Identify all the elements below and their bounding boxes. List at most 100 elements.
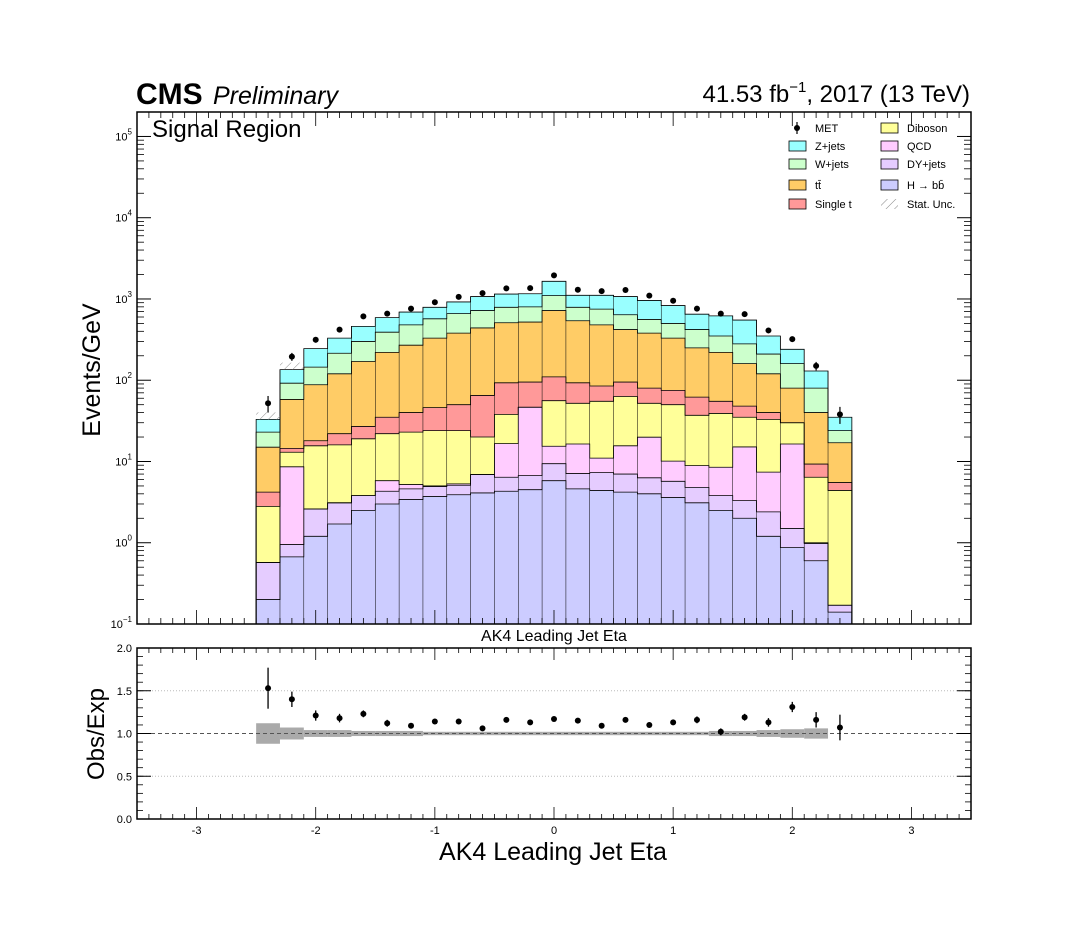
data-point (527, 285, 534, 292)
data-point (336, 326, 343, 333)
legend-label: MET (815, 123, 839, 135)
data-point (312, 336, 319, 343)
legend-marker (794, 125, 800, 131)
legend-item: tt̄ (788, 179, 821, 192)
y-tick-exp: 3 (128, 290, 133, 299)
data-point (813, 362, 820, 369)
stat-unc-band (256, 412, 280, 420)
stack-bar (256, 599, 280, 624)
stack-bar (351, 510, 376, 624)
legend-label: H → bb̄ (907, 179, 944, 192)
region-label: Signal Region (152, 116, 301, 143)
top-panel-xlabel: AK4 Leading Jet Eta (481, 628, 627, 645)
stack-bar (279, 556, 304, 624)
ratio-unc-band (256, 723, 280, 744)
ratio-point (336, 715, 343, 722)
ratio-unc-band (327, 730, 352, 737)
legend-swatch (880, 179, 899, 191)
ratio-point (717, 728, 724, 735)
legend-label: QCD (907, 141, 932, 153)
ratio-point (598, 722, 605, 729)
data-point (646, 292, 653, 299)
ratio-point (670, 719, 677, 726)
y-tick-exp: 2 (128, 371, 133, 380)
ratio-point (813, 716, 820, 723)
y-tick-exp: 4 (128, 209, 133, 218)
ratio-point (384, 720, 391, 727)
y-tick-base: 10 (115, 538, 127, 550)
x-tick-label: 2 (789, 825, 795, 837)
legend-swatch (880, 158, 899, 170)
ratio-unc-band (780, 729, 805, 738)
data-point (765, 327, 772, 334)
x-tick-label: 0 (551, 825, 557, 837)
ratio-point (693, 716, 700, 723)
stack-bar (375, 503, 400, 624)
ratio-y-tick-label: 1.0 (117, 729, 132, 741)
stack-bar (828, 490, 852, 624)
legend-label: Diboson (907, 123, 947, 135)
y-tick-label: 104 (115, 209, 132, 225)
legend-item: MET (794, 122, 839, 135)
ratio-unc-band (565, 731, 590, 736)
ratio-point (646, 721, 653, 728)
legend-label: Single t (815, 199, 852, 211)
ratio-y-tick-label: 0.0 (117, 814, 132, 826)
ratio-point (265, 685, 272, 692)
x-tick-label: -3 (192, 825, 202, 837)
data-point (789, 336, 796, 343)
legend-label: DY+jets (907, 159, 946, 171)
luminosity-label: 41.53 fb−1, 2017 (13 TeV) (702, 79, 970, 108)
stack-bar (565, 488, 590, 624)
data-point (408, 305, 415, 312)
legend-swatch (880, 140, 899, 152)
stack-bar (470, 492, 495, 624)
data-point (384, 310, 391, 317)
stack-bar (732, 518, 757, 624)
ratio-point (312, 712, 319, 719)
stack-bar (422, 496, 447, 624)
legend-swatch (788, 140, 807, 152)
x-axis-label: AK4 Leading Jet Eta (439, 838, 667, 866)
legend-item: Single t (788, 198, 852, 211)
y-tick-exp: 5 (128, 127, 133, 136)
y-tick-exp: 1 (128, 452, 133, 461)
ratio-y-tick-label: 0.5 (117, 771, 132, 783)
data-point (431, 299, 438, 306)
data-point (741, 311, 748, 318)
y-tick-base: 10 (115, 131, 127, 143)
ratio-y-tick-label: 1.5 (117, 686, 132, 698)
data-point (693, 305, 700, 312)
y-tick-base: 10 (115, 456, 127, 468)
ratio-point (574, 717, 581, 724)
y-tick-exp: 0 (128, 534, 133, 543)
legend-swatch (788, 158, 807, 170)
data-point (265, 400, 272, 407)
stack-bar (661, 497, 686, 624)
data-point (551, 272, 557, 279)
y-tick-exp: −1 (123, 615, 133, 624)
legend-item: Z+jets (788, 140, 846, 153)
ratio-point (479, 725, 486, 732)
stack-bar (804, 560, 829, 624)
x-tick-label: -2 (311, 825, 321, 837)
stack-bar (446, 494, 471, 624)
y-tick-base: 10 (115, 213, 127, 225)
data-point (455, 293, 462, 300)
y-tick-label: 105 (115, 127, 132, 143)
stack-bar (708, 510, 733, 624)
ratio-unc-band (661, 731, 686, 736)
ratio-point (360, 710, 367, 717)
preliminary-label: Preliminary (213, 82, 340, 110)
stack-bar (303, 536, 328, 624)
y-tick-base: 10 (115, 375, 127, 387)
stack-bar (780, 547, 805, 624)
ratio-point (503, 716, 510, 723)
lumi-exp: −1 (789, 79, 806, 96)
stack-bar (518, 489, 543, 624)
ratio-panel: 0.0 0.5 1.0 1.5 2.0 -3 -2 -1 0 1 2 3 Obs/Exp AK4 Lead… (83, 643, 972, 866)
legend-swatch (788, 198, 807, 210)
legend-label: tt̄ (815, 180, 821, 192)
